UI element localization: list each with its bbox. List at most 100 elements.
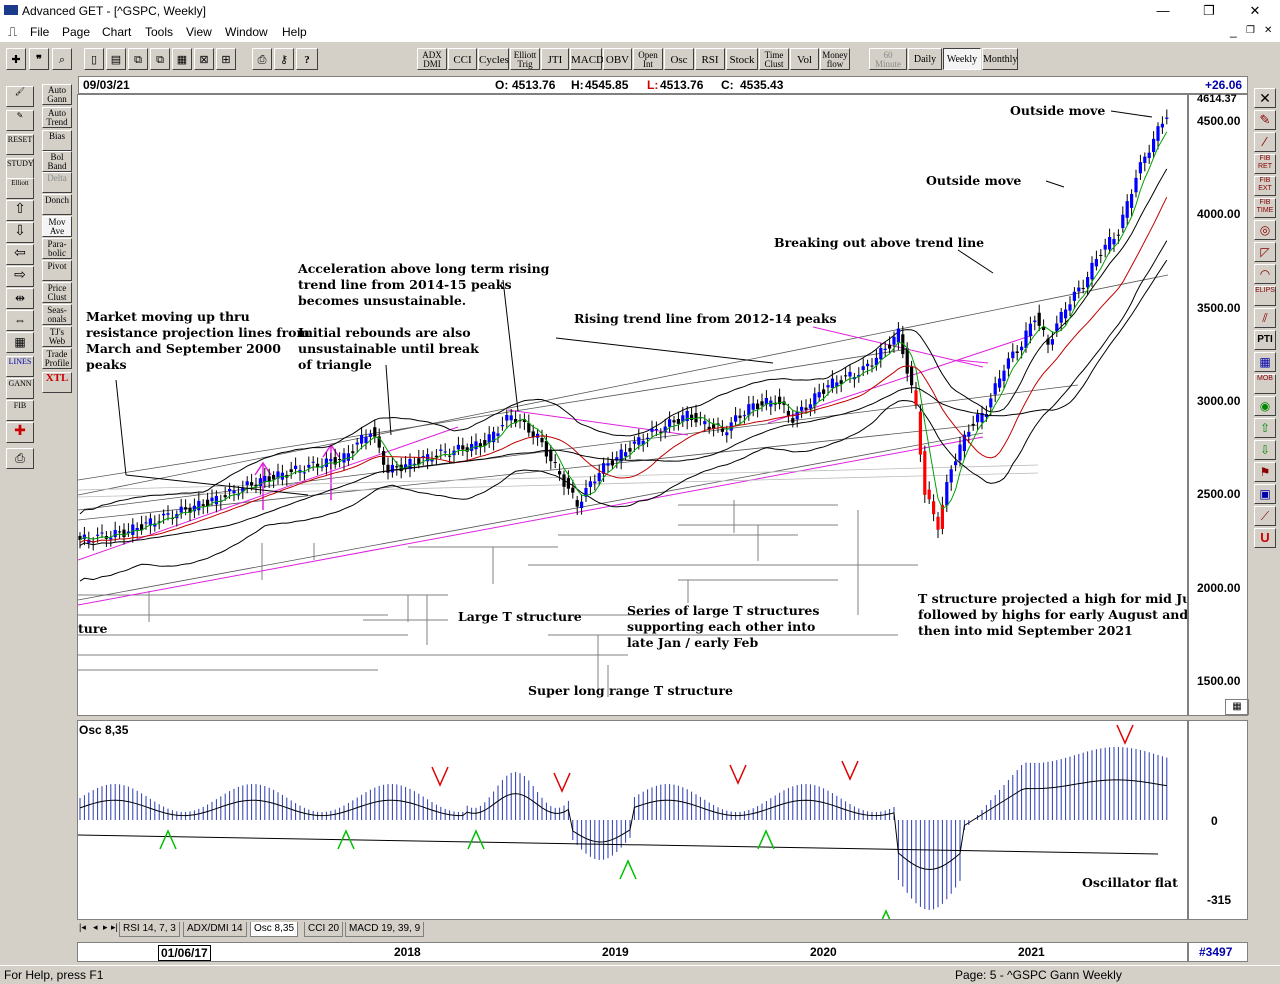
delta-button[interactable]: Delta bbox=[42, 172, 72, 193]
tab-adx-dmi[interactable]: ADX/DMI 14 bbox=[183, 922, 247, 937]
compress-icon[interactable]: ⇹ bbox=[6, 288, 34, 309]
crosshair-icon[interactable]: ✚ bbox=[6, 422, 34, 443]
up-arrow-tool-icon[interactable]: ⇧ bbox=[1254, 418, 1276, 438]
time-clust-button[interactable]: Time Clust bbox=[759, 48, 789, 70]
tab-osc[interactable]: Osc 8,35 bbox=[250, 922, 299, 937]
minimize-button[interactable]: — bbox=[1156, 3, 1170, 18]
flag-icon[interactable]: ⚑ bbox=[1254, 462, 1276, 482]
price-scale[interactable]: 4614.37 4500.00 4000.00 3500.00 3000.00 … bbox=[1188, 93, 1249, 716]
menu-tools[interactable]: Tools bbox=[145, 25, 174, 39]
target-icon[interactable]: ◉ bbox=[1254, 396, 1276, 416]
period-weekly-button[interactable]: Weekly bbox=[943, 48, 981, 70]
menu-chart[interactable]: Chart bbox=[102, 25, 132, 39]
cursor-icon[interactable]: ✚ bbox=[6, 48, 26, 70]
tab-cci[interactable]: CCI 20 bbox=[304, 922, 344, 937]
doc-restore-button[interactable]: ❐ bbox=[1246, 25, 1255, 36]
channel-icon[interactable]: ⫽ bbox=[1254, 308, 1276, 328]
tjs-web-button[interactable]: TJ's Web bbox=[42, 326, 72, 347]
open-icon[interactable]: ▤ bbox=[106, 48, 126, 70]
money-flow-button[interactable]: Money flow bbox=[820, 48, 850, 70]
arrow-down-icon[interactable]: ⇩ bbox=[6, 222, 34, 243]
obv-button[interactable]: OBV bbox=[603, 48, 632, 70]
maximize-button[interactable]: ❐ bbox=[1203, 3, 1215, 18]
arrow-up-icon[interactable]: ⇧ bbox=[6, 200, 34, 221]
fib-circle-icon[interactable]: ◎ bbox=[1254, 220, 1276, 240]
print-icon[interactable]: ⎙ bbox=[252, 48, 272, 70]
pencil-icon[interactable]: ✎ bbox=[1254, 110, 1276, 130]
mob-icon[interactable]: MOB bbox=[1254, 374, 1276, 394]
lines-icon[interactable]: LINES bbox=[6, 356, 34, 377]
tab-macd[interactable]: MACD 19, 39, 9 bbox=[345, 922, 425, 937]
jti-button[interactable]: JTI bbox=[541, 48, 569, 70]
time-axis[interactable]: 01/06/17 2018 2019 2020 2021 bbox=[77, 942, 1188, 962]
grid-icon[interactable]: ▦ bbox=[172, 48, 192, 70]
donch-button[interactable]: Donch bbox=[42, 194, 72, 215]
grid-tool-icon[interactable]: ▦ bbox=[1254, 352, 1276, 372]
menu-page[interactable]: Page bbox=[62, 25, 91, 39]
scale-toggle-icon[interactable]: ▦ bbox=[1225, 699, 1249, 715]
tab-prev-icon[interactable]: ◂ bbox=[93, 922, 98, 932]
bias-button[interactable]: Bias bbox=[42, 130, 72, 151]
menu-file[interactable]: File bbox=[30, 25, 50, 39]
u-tool-icon[interactable]: U bbox=[1254, 528, 1276, 548]
oscillator-panel[interactable]: Osc 8,35 Oscillator flat bbox=[77, 720, 1188, 920]
tab-next-icon[interactable]: ▸ bbox=[103, 922, 108, 932]
down-arrow-tool-icon[interactable]: ⇩ bbox=[1254, 440, 1276, 460]
expand-icon[interactable]: ⇔ bbox=[6, 310, 34, 331]
cycles-button[interactable]: Cycles bbox=[478, 48, 509, 70]
parabolic-button[interactable]: Para-bolic bbox=[42, 238, 72, 259]
period-daily-button[interactable]: Daily bbox=[908, 48, 942, 70]
help-pointer-icon[interactable]: ? bbox=[296, 48, 318, 70]
stock-button[interactable]: Stock bbox=[726, 48, 758, 70]
tab-rsi[interactable]: RSI 14, 7, 3 bbox=[119, 922, 180, 937]
rsi-button[interactable]: RSI bbox=[695, 48, 725, 70]
trade-profile-button[interactable]: Trade Profile bbox=[42, 348, 72, 369]
document-icon[interactable]: ⎍ bbox=[8, 24, 18, 39]
cross-icon[interactable]: ✕ bbox=[1254, 88, 1276, 108]
fib-ext-icon[interactable]: FIB EXT bbox=[1254, 176, 1276, 196]
close-button[interactable]: ✕ bbox=[1249, 3, 1261, 18]
copy-icon[interactable]: ⧉ bbox=[128, 48, 148, 70]
menu-view[interactable]: View bbox=[186, 25, 212, 39]
paste-icon[interactable]: ⧉ bbox=[150, 48, 170, 70]
draw-icon[interactable]: ✎ bbox=[6, 110, 34, 131]
new-page-icon[interactable]: ▯ bbox=[84, 48, 104, 70]
arrow-right-icon[interactable]: ⇨ bbox=[6, 266, 34, 287]
price-clust-button[interactable]: Price Clust bbox=[42, 282, 72, 303]
arc-icon[interactable]: ◠ bbox=[1254, 264, 1276, 284]
pti-icon[interactable]: PTI bbox=[1254, 330, 1276, 350]
elliott-trig-button[interactable]: Elliott Trig bbox=[510, 48, 540, 70]
gann-icon[interactable]: GANN bbox=[6, 378, 34, 399]
fan-icon[interactable]: ◸ bbox=[1254, 242, 1276, 262]
price-chart[interactable]: Outside move Outside move Breaking out a… bbox=[77, 94, 1188, 716]
elliott-icon[interactable]: Elliott bbox=[6, 178, 34, 199]
reset-icon[interactable]: RESET bbox=[6, 134, 34, 155]
box-tool-icon[interactable]: ▣ bbox=[1254, 484, 1276, 504]
pivot-button[interactable]: Pivot bbox=[42, 260, 72, 281]
menu-window[interactable]: Window bbox=[225, 25, 268, 39]
calculator-icon[interactable]: ▦ bbox=[6, 332, 34, 353]
open-int-button[interactable]: Open Int bbox=[633, 48, 663, 70]
tab-first-icon[interactable]: |◂ bbox=[79, 922, 86, 932]
fib-time-icon[interactable]: FIB TIME bbox=[1254, 198, 1276, 218]
paint-icon[interactable]: 🖌 bbox=[6, 86, 34, 107]
key-icon[interactable]: ⚷ bbox=[274, 48, 294, 70]
mov-ave-button[interactable]: Mov Ave bbox=[42, 216, 72, 237]
zoom-out-icon[interactable]: ⊠ bbox=[194, 48, 214, 70]
arrow-left-icon[interactable]: ⇦ bbox=[6, 244, 34, 265]
auto-trend-button[interactable]: Auto Trend bbox=[42, 107, 72, 128]
tab-last-icon[interactable]: ▸| bbox=[111, 922, 118, 932]
period-monthly-button[interactable]: Monthly bbox=[982, 48, 1018, 70]
vol-button[interactable]: Vol bbox=[790, 48, 819, 70]
menu-help[interactable]: Help bbox=[282, 25, 307, 39]
zoom-icon[interactable]: ⌕ bbox=[52, 48, 72, 70]
fib-icon[interactable]: FIB bbox=[6, 400, 34, 421]
speed-line-icon[interactable]: ⟋ bbox=[1254, 506, 1276, 526]
print-setup-icon[interactable]: ⎙ bbox=[6, 448, 34, 469]
study-icon[interactable]: STUDY bbox=[6, 158, 34, 179]
doc-minimize-button[interactable]: _ bbox=[1230, 24, 1237, 38]
adx-dmi-button[interactable]: ADX DMI bbox=[417, 48, 447, 70]
macd-button[interactable]: MACD bbox=[570, 48, 604, 70]
fib-ret-icon[interactable]: FIB RET bbox=[1254, 154, 1276, 174]
period-60min-button[interactable]: 60 Minute bbox=[869, 48, 907, 70]
